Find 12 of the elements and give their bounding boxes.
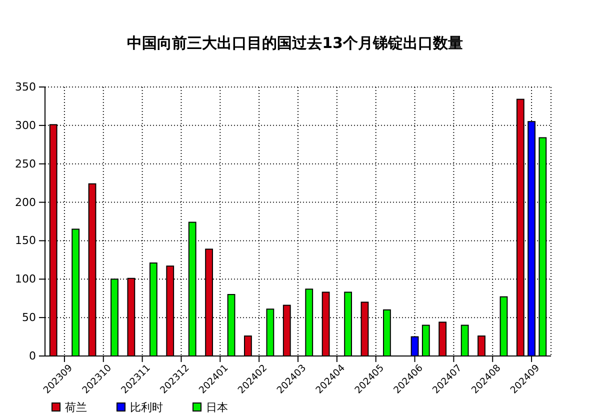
legend-label: 比利时 [130,401,163,414]
y-tick-label: 100 [15,272,36,286]
y-tick-label: 300 [15,118,36,132]
chart-title: 中国向前三大出口目的国过去13个月锑锭出口数量 [127,34,463,52]
y-tick-label: 50 [22,311,36,324]
y-tick-label: 150 [15,234,36,248]
y-tick-label: 350 [15,80,36,94]
y-tick-label: 250 [15,157,36,170]
y-tick-label: 0 [29,350,36,363]
legend-label: 日本 [206,401,228,414]
y-tick-label: 200 [15,196,36,209]
legend-label: 荷兰 [65,401,87,414]
